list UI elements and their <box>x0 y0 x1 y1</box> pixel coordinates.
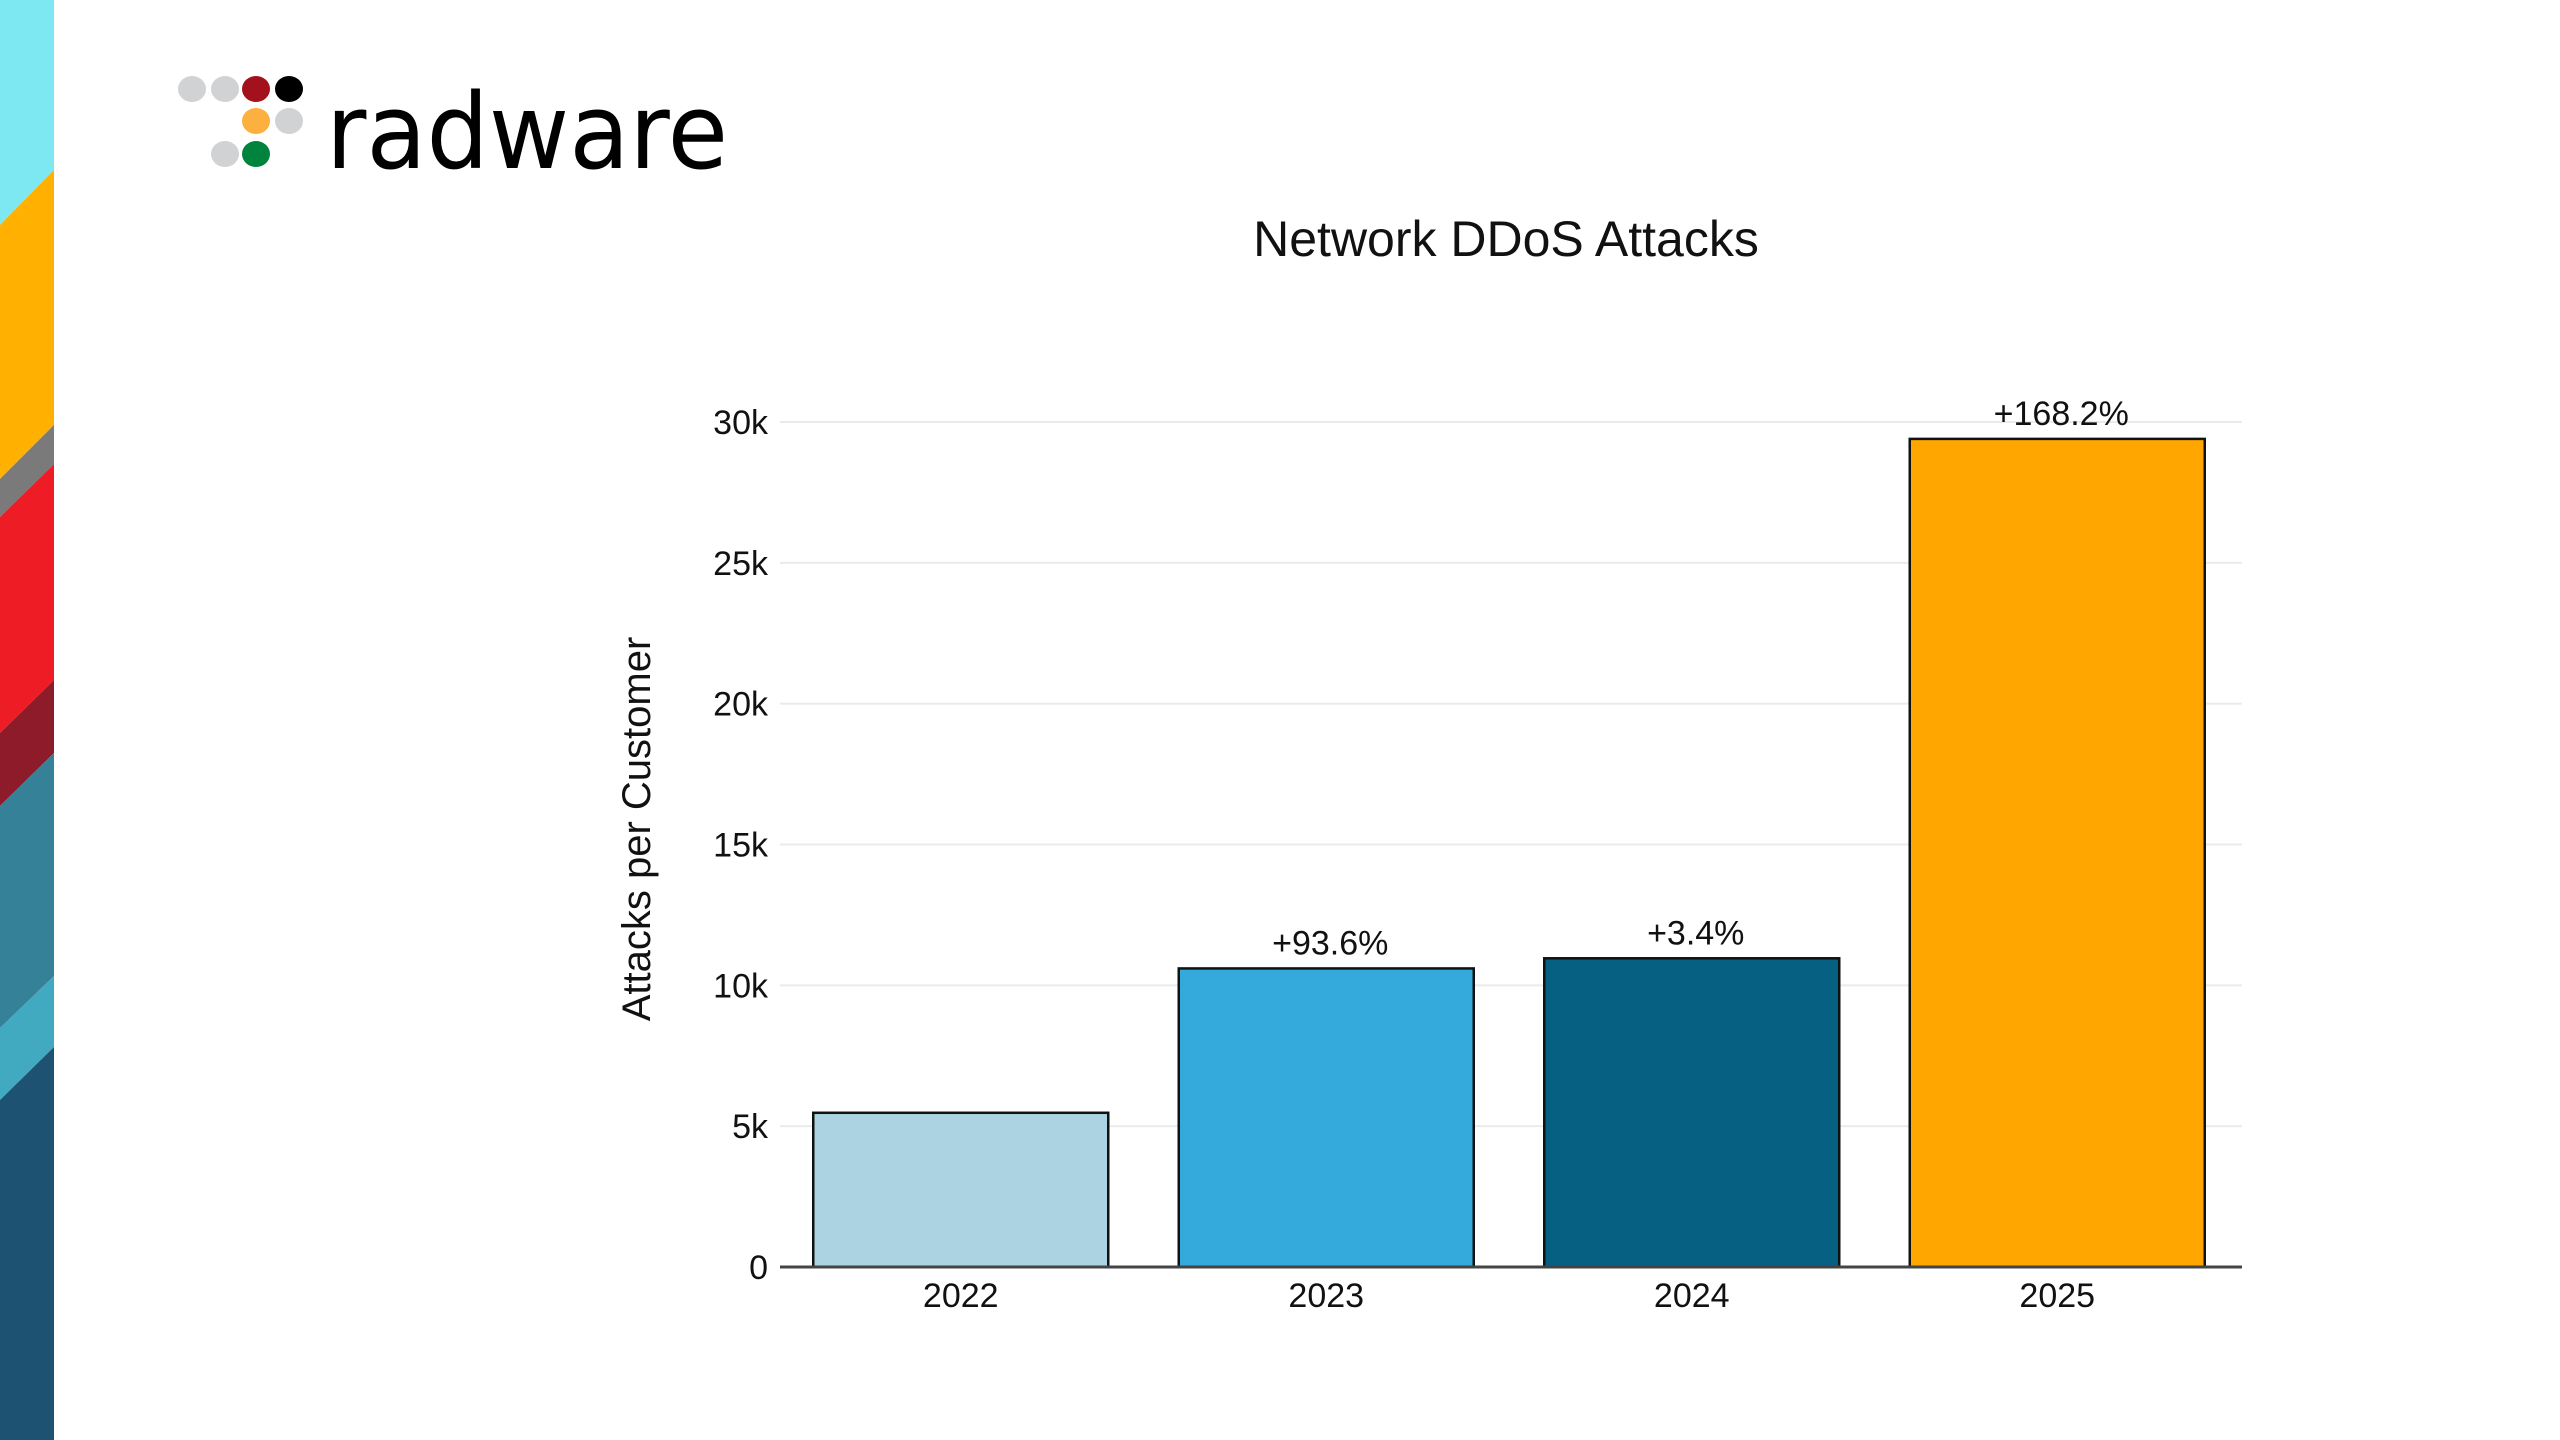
bar-2024 <box>1543 957 1841 1269</box>
bars: +93.6% +3.4% +168.2% <box>812 395 2206 1269</box>
stripe-band <box>0 170 54 479</box>
y-tick-label: 0 <box>749 1249 768 1287</box>
x-axis-ticks: 2022 2023 2024 2025 <box>923 1277 2095 1315</box>
y-axis-label: Attacks per Customer <box>615 637 659 1022</box>
stripe-band <box>0 0 54 225</box>
stripe-band <box>0 464 54 733</box>
y-tick-label: 25k <box>713 545 769 583</box>
radware-logo: radware <box>178 71 728 193</box>
y-tick-label: 15k <box>713 827 769 865</box>
logo-dot <box>242 108 270 134</box>
y-tick-label: 30k <box>713 404 769 442</box>
logo-dot <box>275 108 303 134</box>
x-tick-label: 2024 <box>1654 1277 1730 1315</box>
y-tick-label: 5k <box>732 1108 769 1146</box>
logo-dot <box>242 141 270 167</box>
bar-2022 <box>812 1111 1110 1269</box>
stripe-band <box>0 1047 54 1440</box>
y-axis-ticks: 0 5k 10k 15k 20k 25k 30k <box>713 404 769 1287</box>
stripe-band <box>0 753 54 1028</box>
decorative-stripe <box>0 0 54 1440</box>
x-tick-label: 2022 <box>923 1277 999 1315</box>
logo-dot <box>178 76 206 102</box>
y-tick-label: 20k <box>713 686 769 724</box>
x-tick-label: 2023 <box>1288 1277 1364 1315</box>
stripe-band <box>0 425 54 517</box>
bar-2023 <box>1177 967 1475 1269</box>
data-label: +168.2% <box>1994 395 2129 433</box>
stripe-band <box>0 680 54 806</box>
data-label: +93.6% <box>1272 924 1388 962</box>
data-label: +3.4% <box>1647 914 1744 952</box>
chart-title: Network DDoS Attacks <box>1253 211 1759 267</box>
logo-wordmark: radware <box>326 71 728 193</box>
logo-dot <box>275 76 303 102</box>
stripe-band <box>0 976 54 1100</box>
logo-dots-icon <box>178 76 303 167</box>
logo-dot <box>211 76 239 102</box>
logo-dot <box>242 76 270 102</box>
y-tick-label: 10k <box>713 967 769 1005</box>
x-tick-label: 2025 <box>2019 1277 2095 1315</box>
logo-dot <box>211 141 239 167</box>
bar-2025 <box>1908 437 2206 1269</box>
